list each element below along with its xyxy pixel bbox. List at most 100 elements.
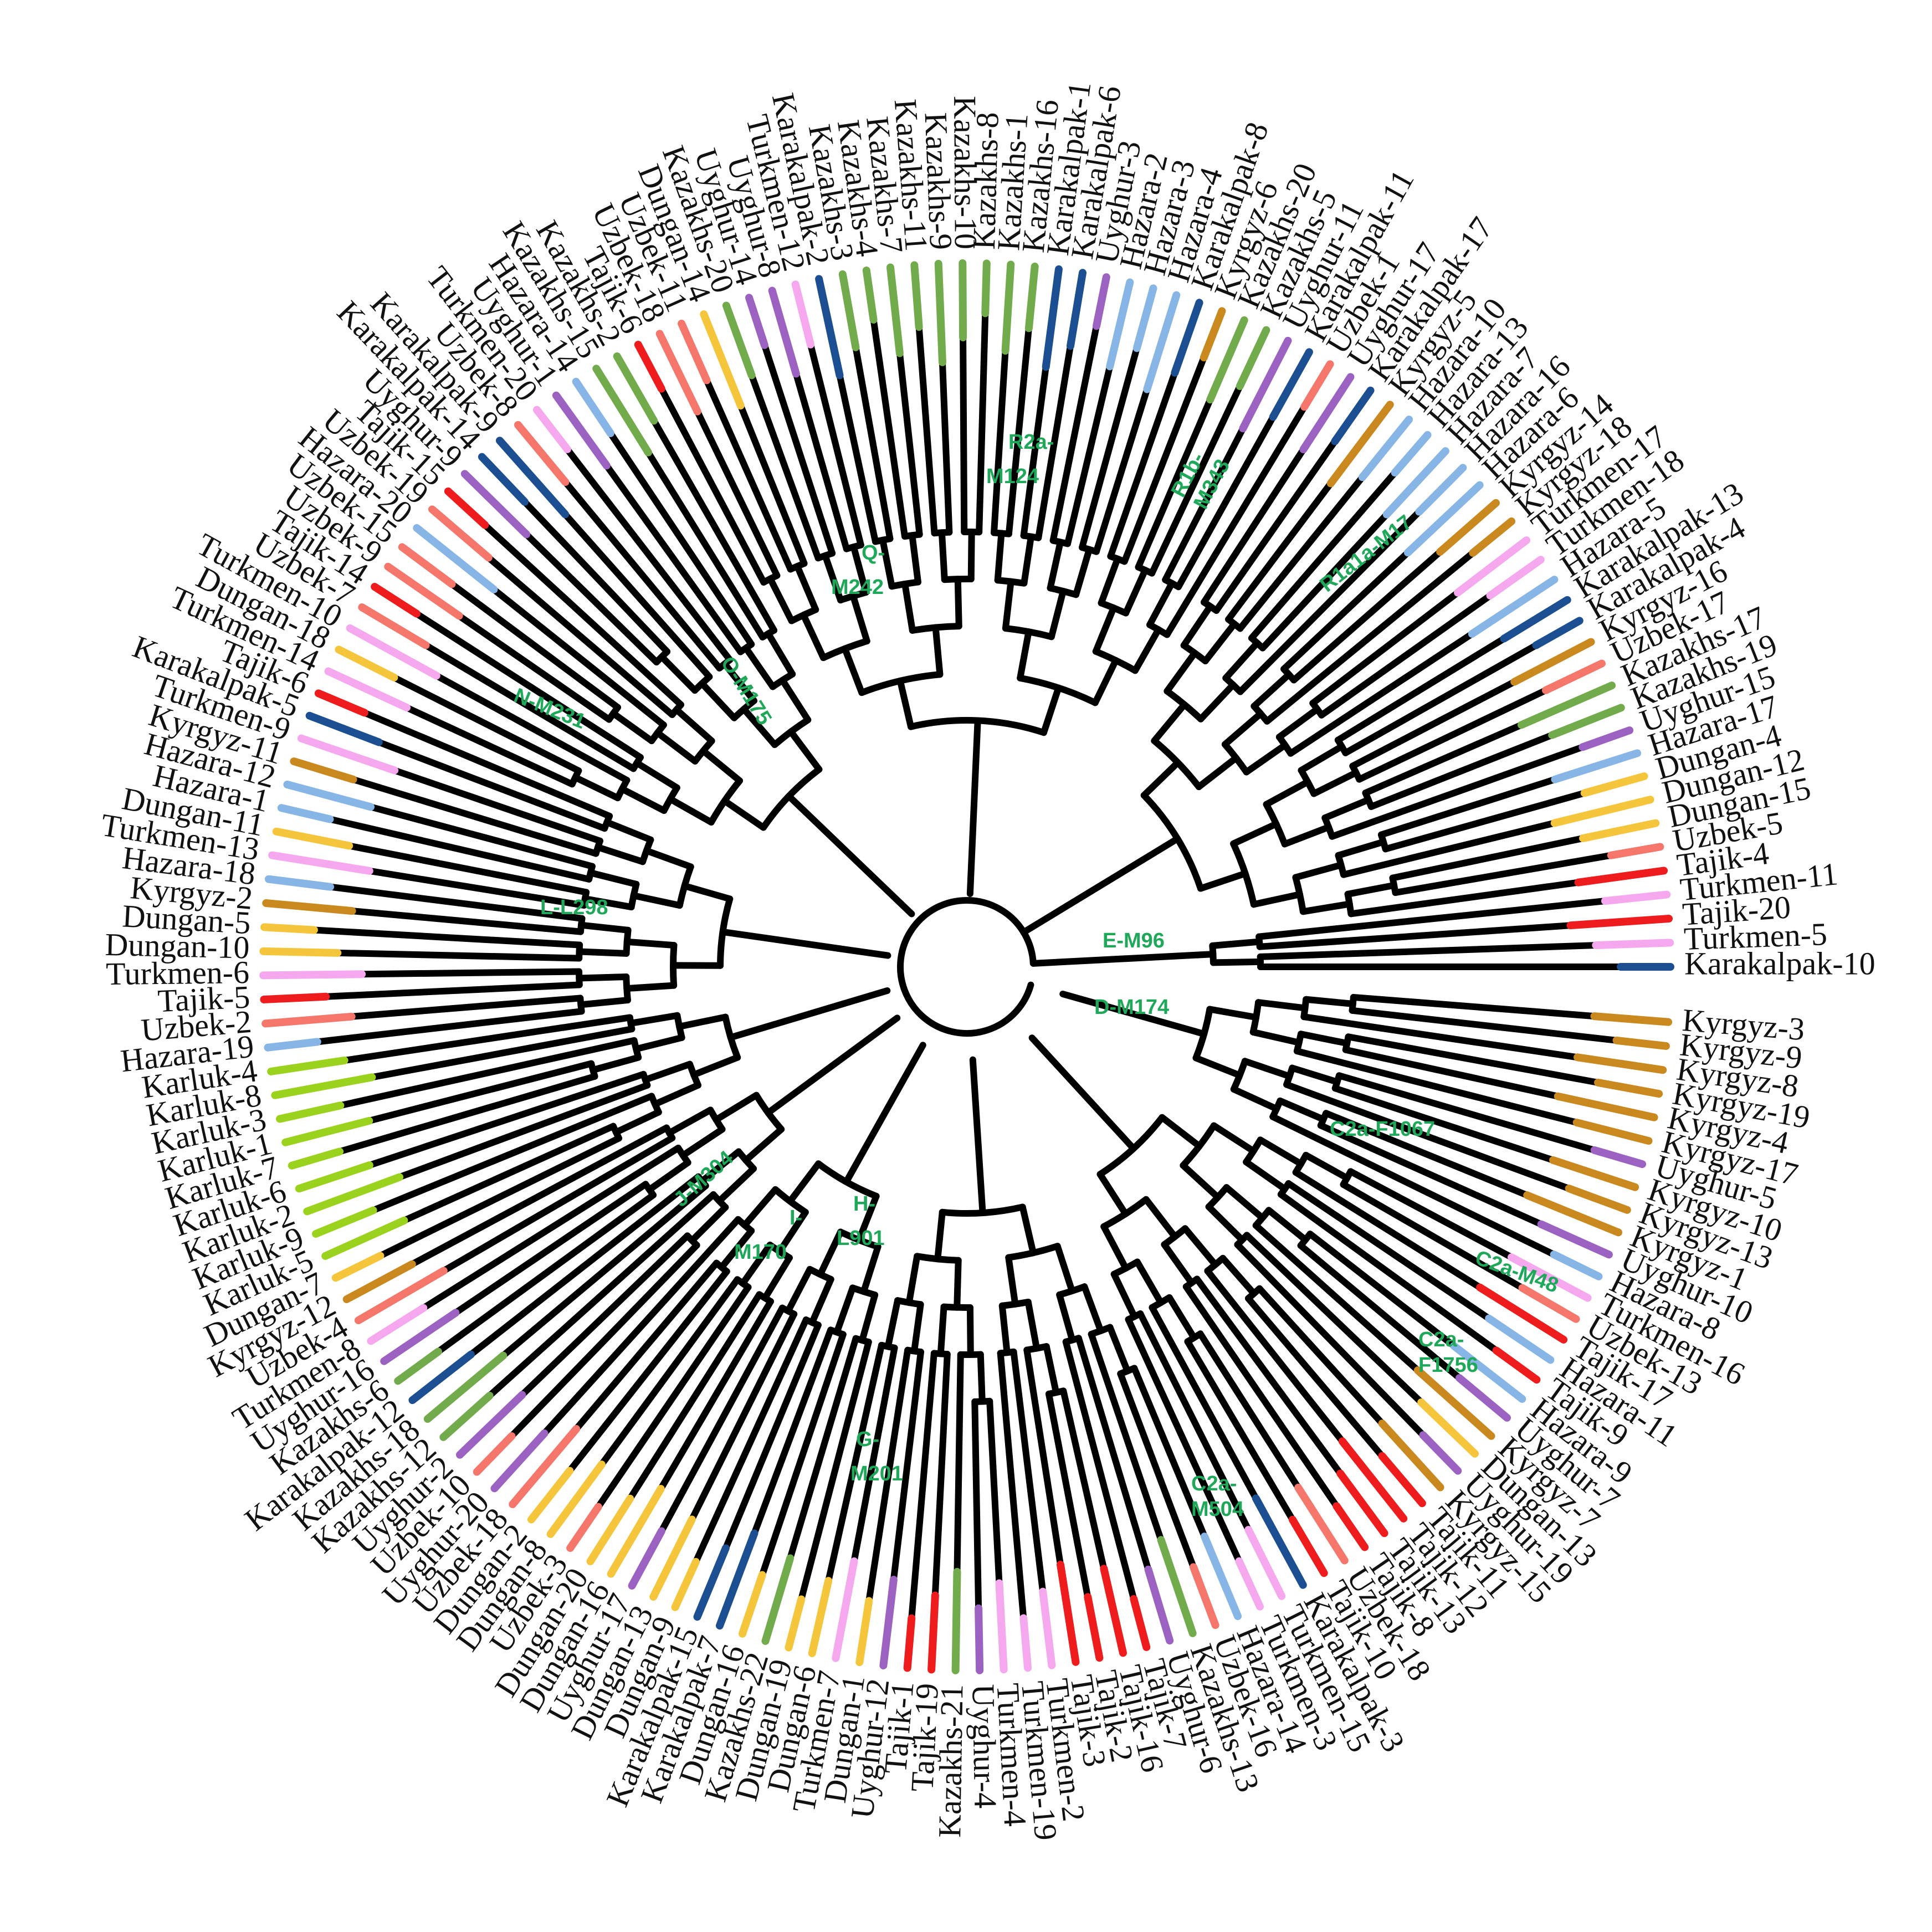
tip-branch-hazara-13-25 (1391, 431, 1432, 477)
branch-stem-35-a (1287, 631, 1475, 757)
branch-stem-282-a (1056, 1291, 1076, 1344)
tip-branch-turkmen-18-18 (1486, 556, 1545, 599)
branch-stem-286-a (1088, 1330, 1165, 1544)
branch-stem-216-a (699, 1148, 742, 1185)
branch-stem-60-a (1131, 626, 1162, 674)
tip-branch-kazakhs-20-34 (1206, 316, 1248, 404)
branch-stem-48-a (1259, 511, 1390, 652)
branch-stem-112-a (794, 563, 819, 613)
leaf-label-uzbek-2-94: Uzbek-2 (140, 1003, 253, 1048)
branch-stem-116-a (694, 408, 781, 579)
tip-branch-kyrgyz-13-173 (1565, 1185, 1631, 1214)
tip-branch-karakalpak-14-68 (478, 453, 529, 506)
branch-stem-272-b (1054, 1243, 1075, 1294)
branch-stem-247-b (859, 1292, 879, 1344)
branch-stem-220-b (689, 1204, 729, 1244)
branch-stem-303-b (1193, 1275, 1344, 1477)
branch-stem-311-b (1210, 1122, 1257, 1155)
tip-branch-hazara-5-17 (1468, 576, 1559, 638)
branch-root-stem-5 (727, 987, 891, 1041)
branch-stem-325-a (1292, 1169, 1484, 1291)
branch-stem-293-b (1134, 1258, 1165, 1306)
branch-stem-37-b (1309, 589, 1461, 707)
clade-label-e-m96: E-M96 (1103, 929, 1165, 952)
branch-stem-256-b (911, 1301, 924, 1355)
branch-stem-263-b (966, 1304, 974, 1358)
branch-stem-174-a (327, 883, 586, 922)
branch-stem-342-b (1255, 999, 1309, 1012)
branch-stem-339-a (1331, 1085, 1556, 1164)
branch-stem-180-b (577, 997, 631, 1008)
tip-branch-tajik-1-135 (903, 1614, 916, 1672)
tip-branch-uyghur-4-138 (975, 1604, 984, 1674)
tip-branch-hazara-11-166 (1485, 1314, 1555, 1364)
tip-branch-hazara-4-37 (1143, 291, 1181, 393)
branch-stem-142-a (490, 586, 667, 729)
branch-stem-222-b (508, 1242, 700, 1439)
branch-stem-20-b (1263, 778, 1311, 808)
branch-stem-98-a (896, 350, 923, 538)
branch-stem-134-a (521, 498, 671, 655)
branch-stem-201-b (612, 1109, 662, 1136)
branch-stem-40-b (1251, 671, 1293, 710)
tip-branch-kyrgyz-2-89 (262, 899, 356, 915)
branch-stem-55-b (1201, 446, 1307, 606)
tip-branch-kyrgyz-5-27 (1326, 401, 1394, 488)
tip-branch-uyghur-12-134 (879, 1576, 898, 1670)
branch-root-arc (897, 897, 1037, 1037)
branch-stem-60-b (1092, 604, 1117, 655)
branch-stem-345-b (1345, 1033, 1602, 1086)
branch-stem-173-a (578, 921, 632, 934)
tip-branch-uzbek-13-168 (1518, 1284, 1580, 1323)
branch-stem-325-b (1302, 1151, 1351, 1182)
tip-branch-tajik-11-158 (1378, 1452, 1426, 1508)
branch-stem-101-a (852, 344, 894, 542)
branch-stem-232-b (761, 1254, 793, 1301)
branch-stem-222-a (519, 1232, 691, 1398)
branch-stem-194-b (336, 1073, 598, 1155)
branch-stem-181-b (322, 981, 583, 1000)
branch-stem-89-a (954, 576, 962, 630)
branch-stem-216-b (716, 1165, 757, 1205)
leaf-label-tajik-20-2: Tajik-20 (1681, 889, 1792, 932)
branch-stem-260-b (890, 1349, 924, 1583)
tip-branch-kazakhs-11-48 (910, 261, 923, 331)
tip-branch-turkmen-20-65 (532, 406, 571, 453)
branch-stem-269-a (971, 1398, 982, 1612)
branch-stem-122-a (650, 417, 778, 634)
branch-root-stem-6 (765, 1014, 901, 1116)
tip-branch-karakalpak-13-16 (1500, 596, 1571, 643)
branch-stem-192-b (590, 1054, 642, 1074)
branch-stem-74-a (1073, 546, 1093, 598)
tip-branch-kazakhs-8-45 (981, 259, 991, 317)
branch-stem-343-a (1293, 1048, 1580, 1126)
branch-stem-198-b (396, 1082, 651, 1181)
tip-branch-uzbek-15-73 (398, 543, 456, 588)
tip-branch-turkmen-8-108 (367, 1304, 428, 1345)
tip-branch-karluk-2-102 (303, 1173, 404, 1216)
tip-branch-turkmen-14-79 (324, 667, 411, 712)
branch-root-stem-1 (1023, 835, 1181, 934)
branch-stem-23-b (1362, 721, 1525, 797)
tip-branch-kazakhs-17-12 (1517, 681, 1616, 729)
tip-branch-tajik-5-93 (260, 992, 330, 1003)
tip-branch-kyrgyz-6-35 (1200, 307, 1226, 362)
tip-branch-karakalpak-2-52 (815, 275, 844, 380)
clade-label-h-l901: H-L901 (837, 1192, 885, 1250)
branch-stem-293-a (1110, 1270, 1138, 1320)
branch-stem-159-b (375, 739, 608, 832)
branch-stem-81-a (1021, 533, 1034, 587)
branch-stem-339-b (1335, 1072, 1598, 1154)
branch-stem-240-a (785, 1265, 813, 1315)
tip-branch-uyghur-16-109 (380, 1309, 460, 1365)
branch-stem-144-a (448, 581, 621, 711)
branch-stem-177-b (334, 949, 583, 962)
tip-branch-karluk-8-97 (271, 1073, 376, 1099)
branch-stem-132-a (562, 511, 713, 680)
tip-branches (259, 259, 1674, 1674)
tip-branch-uyghur-5-175 (1590, 1146, 1647, 1169)
tip-branch-dungan-16-128 (738, 1571, 766, 1638)
tip-branch-dungan-16-122 (607, 1485, 665, 1578)
branch-stem-302-a (1161, 1241, 1195, 1287)
branch-stem-4-a (1256, 922, 1574, 950)
